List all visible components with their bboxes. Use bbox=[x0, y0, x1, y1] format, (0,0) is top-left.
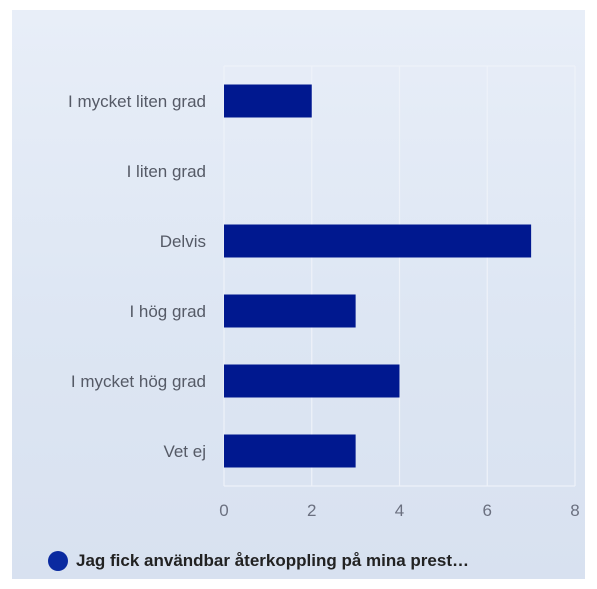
bar-3 bbox=[224, 294, 356, 328]
x-tick-label-2: 2 bbox=[307, 501, 316, 520]
category-label-1: I liten grad bbox=[127, 162, 206, 181]
category-label-3: I hög grad bbox=[129, 302, 206, 321]
category-label-0: I mycket liten grad bbox=[68, 92, 206, 111]
category-labels: I mycket liten grad I liten grad Delvis I h… bbox=[68, 92, 206, 461]
bar-2 bbox=[224, 224, 532, 258]
category-label-2: Delvis bbox=[160, 232, 206, 251]
legend-swatch bbox=[48, 551, 68, 571]
gridlines bbox=[223, 65, 576, 487]
bars bbox=[224, 84, 532, 468]
category-label-4: I mycket hög grad bbox=[71, 372, 206, 391]
x-axis-tick-labels: 0 2 4 6 8 bbox=[219, 501, 579, 520]
x-tick-label-6: 6 bbox=[483, 501, 492, 520]
bar-4 bbox=[224, 364, 400, 398]
bar-chart: I mycket liten grad I liten grad Delvis I h… bbox=[68, 65, 580, 520]
legend: Jag fick användbar återkoppling på mina … bbox=[48, 546, 469, 576]
bar-0 bbox=[224, 84, 312, 118]
legend-label: Jag fick användbar återkoppling på mina … bbox=[76, 551, 469, 570]
chart-panel: I mycket liten grad I liten grad Delvis I h… bbox=[12, 10, 585, 579]
x-tick-label-8: 8 bbox=[570, 501, 579, 520]
bar-5 bbox=[224, 434, 356, 468]
x-tick-label-0: 0 bbox=[219, 501, 228, 520]
x-tick-label-4: 4 bbox=[395, 501, 404, 520]
category-label-5: Vet ej bbox=[163, 442, 206, 461]
